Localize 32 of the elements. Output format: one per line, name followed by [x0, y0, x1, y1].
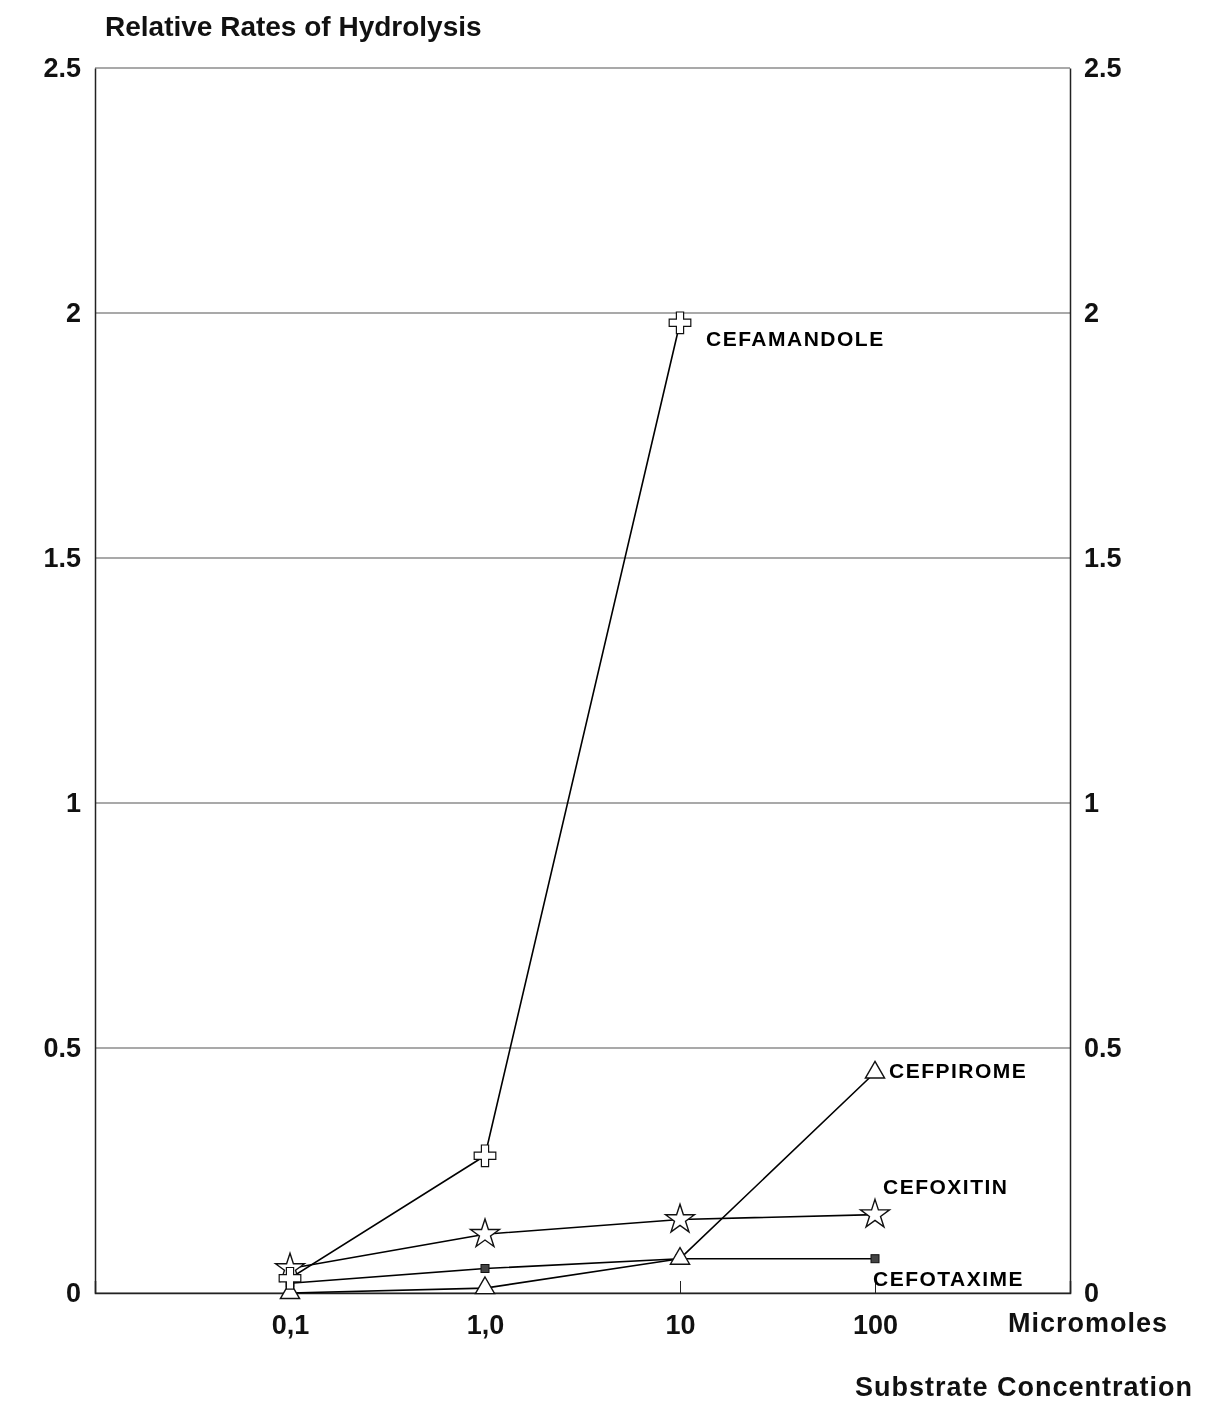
- point: [474, 1276, 496, 1295]
- series-label: CEFOXITIN: [883, 1175, 1009, 1199]
- y-tick-label: 1: [65, 788, 81, 819]
- x-tick-label: 100: [852, 1310, 899, 1341]
- x-tick-label: 10: [665, 1310, 696, 1341]
- x-tick-label: 0,1: [271, 1310, 310, 1341]
- y2-tick-label: 0: [1084, 1278, 1100, 1309]
- point: [473, 1144, 497, 1168]
- series-label: CEFAMANDOLE: [706, 327, 885, 351]
- y2-tick-label: 0.5: [1084, 1033, 1122, 1064]
- x-axis-title: Substrate Concentration: [854, 1372, 1193, 1402]
- y2-tick-label: 1.5: [1084, 543, 1122, 574]
- y-tick-label: 2.5: [43, 53, 81, 84]
- point: [664, 1203, 696, 1233]
- point: [668, 311, 692, 335]
- point: [469, 1218, 501, 1248]
- x-tick-label: 1,0: [466, 1310, 505, 1341]
- y-tick-label: 0.5: [43, 1033, 81, 1064]
- y2-tick-label: 2: [1084, 298, 1100, 329]
- y-tick-label: 0: [65, 1278, 81, 1309]
- point: [859, 1198, 891, 1228]
- series-label: CEFOTAXIME: [873, 1267, 1025, 1291]
- point: [864, 1060, 886, 1079]
- y2-tick-label: 1: [1084, 788, 1100, 819]
- series-label: CEFPIROME: [889, 1059, 1028, 1083]
- text: Micromoles: [1007, 1308, 1168, 1338]
- point: [480, 1264, 490, 1273]
- chart-title: Relative Rates of Hydrolysis: [105, 11, 482, 42]
- point: [870, 1254, 880, 1264]
- y-tick-label: 1.5: [43, 543, 81, 574]
- y-tick-label: 2: [65, 298, 81, 329]
- y2-tick-label: 2.5: [1084, 53, 1122, 84]
